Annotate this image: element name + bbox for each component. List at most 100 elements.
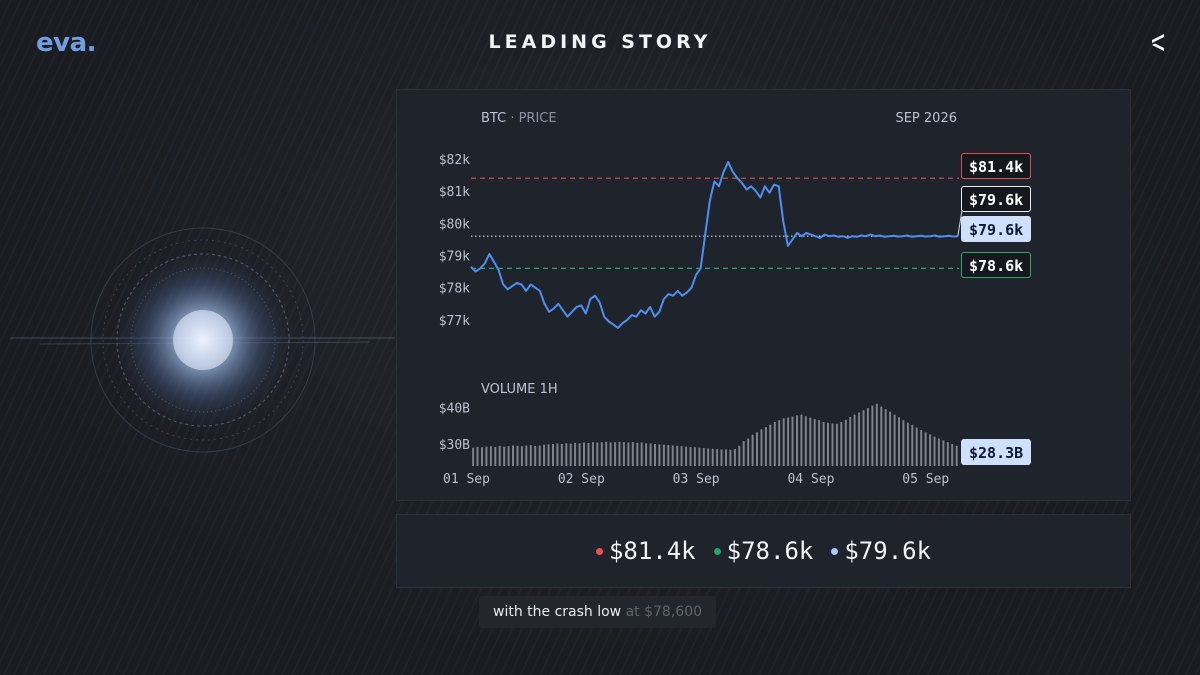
volume-bar <box>893 414 896 466</box>
volume-bar <box>489 446 492 466</box>
glowing-orb-illustration <box>10 227 395 453</box>
chevron-logo-icon[interactable] <box>1148 32 1168 54</box>
volume-bar <box>929 434 932 466</box>
volume-bar <box>667 445 670 466</box>
high-price-tag: $81.4k <box>961 153 1032 179</box>
volume-bar <box>596 442 599 466</box>
volume-bar <box>565 443 568 466</box>
volume-bar <box>543 444 546 466</box>
volume-bar <box>937 438 940 466</box>
volume-bar <box>578 443 581 466</box>
volume-bar <box>804 416 807 466</box>
summary-panel: $81.4k $78.6k $79.6k <box>396 514 1131 588</box>
volume-bar <box>503 446 506 466</box>
y-tick-label: $77k <box>439 314 470 329</box>
volume-bar <box>831 423 834 466</box>
volume-bar <box>844 419 847 466</box>
x-tick-label: 05 Sep <box>902 472 949 487</box>
volume-bar <box>547 444 550 466</box>
volume-bar <box>942 440 945 466</box>
volume-bar <box>636 442 639 466</box>
volume-bar <box>862 410 865 466</box>
volume-bar <box>609 442 612 466</box>
volume-bar <box>809 417 812 466</box>
volume-bar <box>693 447 696 466</box>
volume-bar <box>654 444 656 466</box>
volume-bar <box>835 423 838 466</box>
current-dot-icon <box>831 547 839 555</box>
volume-bar <box>685 446 688 466</box>
x-tick-label: 01 Sep <box>443 472 490 487</box>
volume-bar <box>658 444 661 466</box>
volume-label: VOLUME 1H <box>481 382 558 397</box>
volume-bar <box>534 445 537 466</box>
volume-bar <box>485 446 488 466</box>
volume-bar <box>640 442 643 466</box>
volume-bar <box>951 444 954 466</box>
volume-tick-label: $30B <box>439 438 470 453</box>
summary-current-value: $79.6k <box>844 537 932 565</box>
volume-bar <box>507 446 510 466</box>
volume-tick-label: $40B <box>439 401 470 416</box>
volume-bar <box>822 422 825 466</box>
current-price-axis-tag: $79.6k <box>961 216 1032 242</box>
volume-bar <box>538 445 541 466</box>
volume-bar <box>662 444 665 466</box>
eva-logo[interactable]: eva. <box>36 28 97 58</box>
y-tick-label: $81k <box>439 185 470 200</box>
summary-current: $79.6k <box>831 537 931 565</box>
volume-bar <box>645 443 648 466</box>
volume-bar <box>481 447 483 466</box>
volume-bar <box>818 420 821 466</box>
volume-bar <box>472 447 475 466</box>
price-chart: BTC · PRICE SEP 2026 VOLUME 1H $82k $81k $… <box>439 111 964 487</box>
volume-bar <box>880 406 883 466</box>
y-tick-label: $78k <box>439 282 470 297</box>
y-tick-label: $80k <box>439 217 470 232</box>
volume-bar <box>853 414 856 466</box>
volume-bar <box>946 442 949 466</box>
volume-bar <box>587 442 590 466</box>
volume-bar <box>955 445 958 466</box>
volume-bar <box>849 416 852 466</box>
volume-bar <box>512 445 514 466</box>
volume-bar <box>915 427 918 466</box>
volume-bar <box>889 411 892 466</box>
volume-bar <box>525 445 528 466</box>
volume-bar <box>520 446 523 466</box>
volume-bar <box>764 427 767 466</box>
volume-bar <box>725 449 727 466</box>
volume-bar <box>742 441 745 466</box>
volume-bar <box>552 444 554 466</box>
chart-period-label: SEP 2026 <box>895 111 957 126</box>
volume-bar <box>556 443 559 466</box>
volume-bar <box>787 417 790 466</box>
y-tick-label: $79k <box>439 249 470 264</box>
volume-bar <box>924 432 927 466</box>
volume-bar <box>751 434 754 466</box>
volume-bar <box>875 403 878 466</box>
volume-bar <box>902 420 905 466</box>
volume-bar <box>591 442 594 466</box>
volume-bar <box>716 449 719 466</box>
volume-bar <box>858 412 861 466</box>
volume-bar <box>618 441 621 466</box>
x-tick-label: 03 Sep <box>673 472 720 487</box>
volume-bar <box>622 442 625 466</box>
volume-bar <box>680 446 683 466</box>
volume-bar <box>583 442 585 466</box>
volume-bar <box>911 424 914 466</box>
volume-bar <box>871 405 874 466</box>
volume-bar <box>769 424 772 466</box>
volume-bar <box>605 441 608 466</box>
volume-bar <box>920 430 923 466</box>
btc-price-series-line <box>470 161 958 329</box>
volume-bar <box>569 443 572 466</box>
x-tick-label: 04 Sep <box>787 472 834 487</box>
volume-bar <box>720 449 723 466</box>
volume-bar <box>778 420 781 466</box>
volume-bar <box>760 429 763 466</box>
page-title: LEADING STORY <box>488 31 712 53</box>
volume-bar <box>898 417 900 466</box>
volume-bar <box>498 445 501 466</box>
